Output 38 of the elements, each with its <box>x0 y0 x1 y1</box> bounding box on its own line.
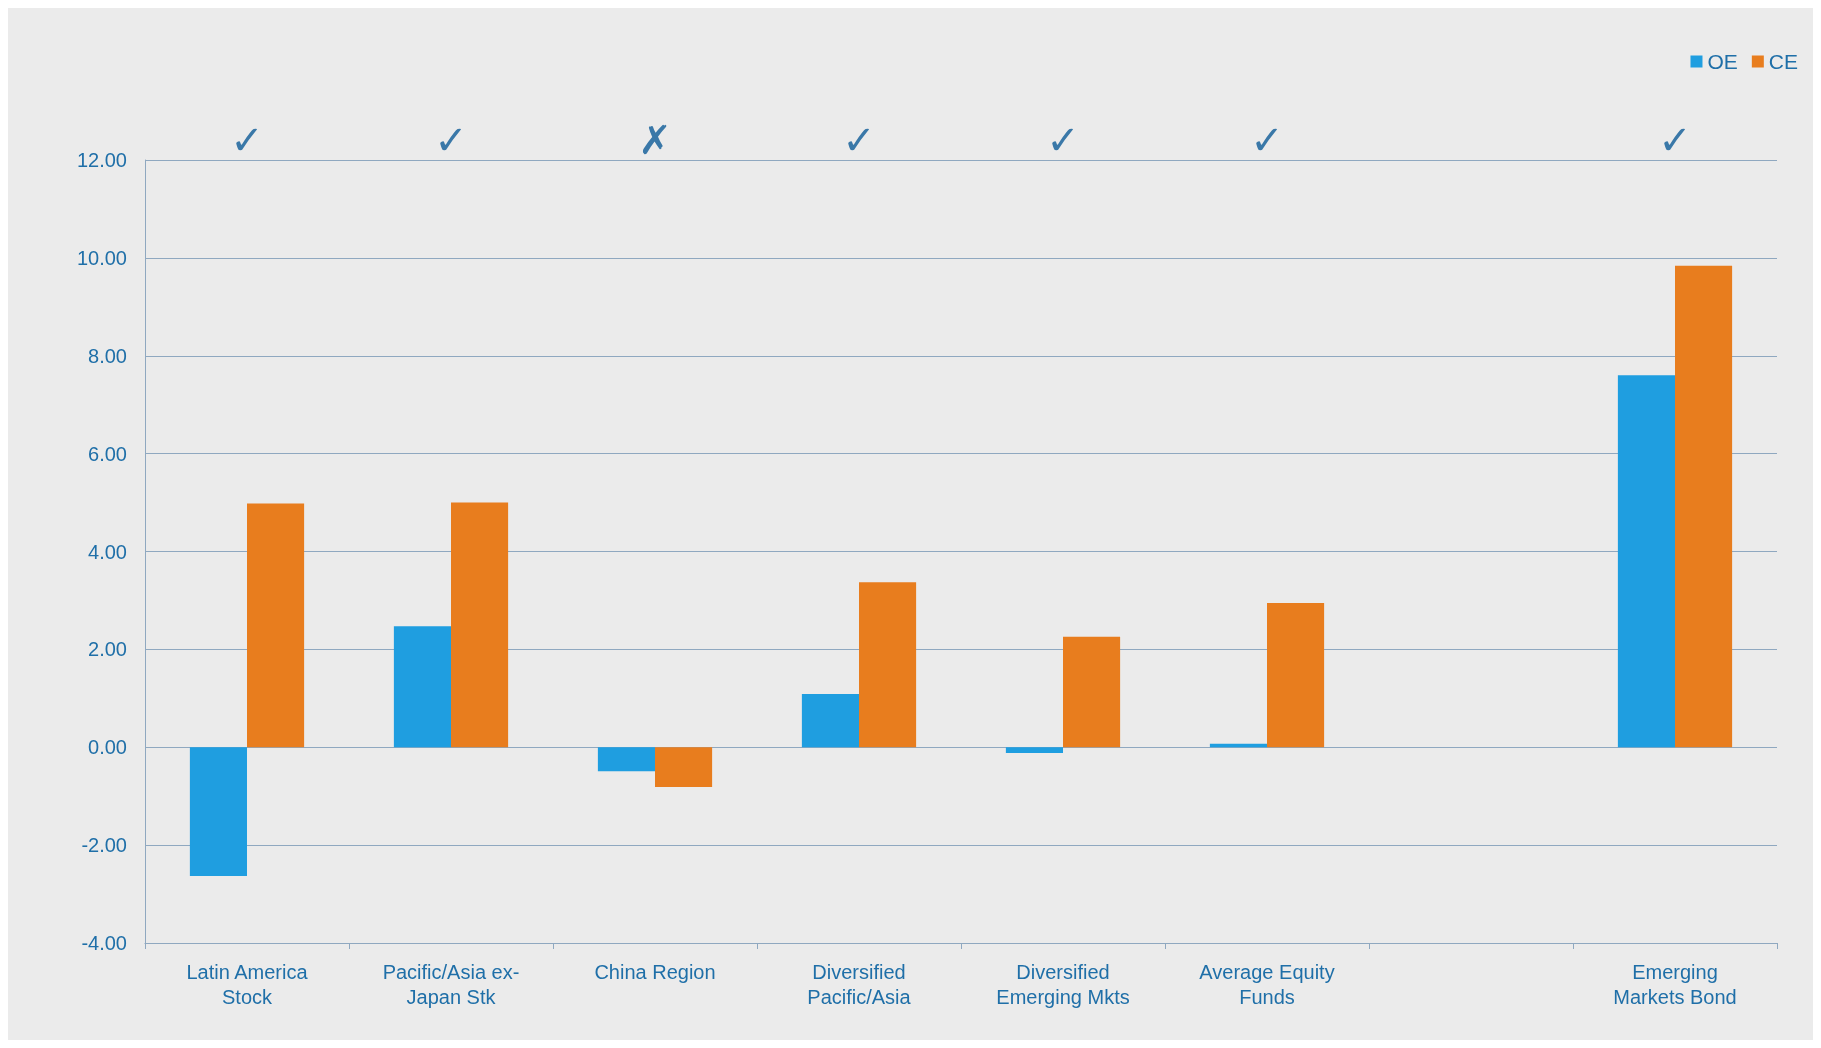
x-tick-label: Diversified Emerging Mkts <box>996 960 1130 1008</box>
annotation: ✗ <box>638 117 672 163</box>
annotation: ✓ <box>434 117 468 163</box>
annotation: ✓ <box>1658 117 1692 163</box>
bar <box>1267 602 1325 748</box>
y-tick-label: 4.00 <box>88 540 127 563</box>
legend-label: OE <box>1707 50 1738 73</box>
y-tick-label: -2.00 <box>81 834 127 857</box>
x-tick-label: Average Equity Funds <box>1199 960 1335 1008</box>
bar <box>655 747 713 787</box>
annotation: ✓ <box>842 117 876 163</box>
annotation: ✓ <box>1046 117 1080 163</box>
legend-label: CE <box>1768 50 1799 73</box>
x-tick-label: Diversified Pacific/Asia <box>807 960 912 1008</box>
x-tick-label: Latin America Stock <box>186 960 309 1008</box>
bar <box>247 503 305 748</box>
y-tick-label: 2.00 <box>88 638 127 661</box>
bar <box>393 626 451 748</box>
y-tick-label: 10.00 <box>76 246 127 269</box>
bar <box>1617 375 1675 748</box>
bar <box>1063 636 1121 748</box>
bar <box>1675 265 1733 748</box>
y-tick-label: -4.00 <box>81 932 127 954</box>
bar <box>189 747 247 876</box>
annotation: ✓ <box>1250 117 1284 163</box>
x-tick-label: Emerging Markets Bond <box>1613 960 1737 1008</box>
y-tick-label: 6.00 <box>88 442 127 465</box>
bar <box>801 693 859 748</box>
x-tick-label: Pacific/Asia ex- Japan Stk <box>382 960 520 1008</box>
y-tick-label: 8.00 <box>88 344 127 367</box>
y-tick-label: 12.00 <box>76 149 127 171</box>
x-tick-label: China Region <box>594 960 716 983</box>
bar <box>1005 747 1063 754</box>
bar <box>859 582 917 748</box>
bar <box>597 747 655 772</box>
y-tick-label: 0.00 <box>88 736 127 759</box>
annotation: ✓ <box>230 117 264 163</box>
bar <box>451 502 509 748</box>
